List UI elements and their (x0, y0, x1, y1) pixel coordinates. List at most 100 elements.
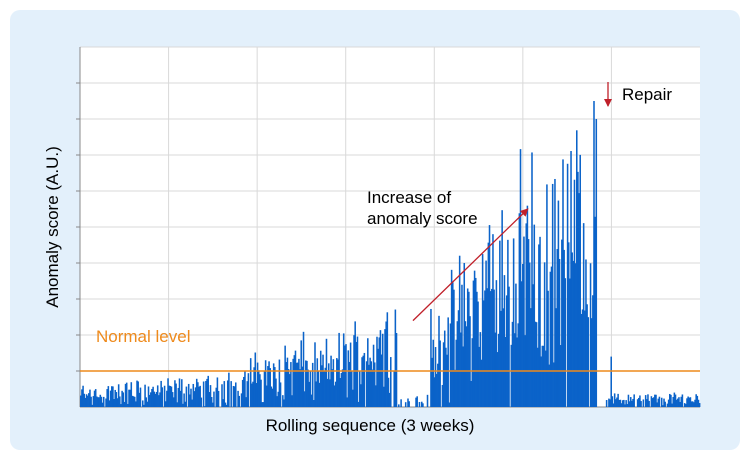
bar (629, 397, 632, 407)
bar (222, 399, 224, 407)
bar (442, 342, 445, 407)
bar (504, 336, 507, 407)
bar (674, 394, 677, 407)
bar (367, 338, 369, 407)
bar (297, 362, 299, 407)
bar (264, 360, 267, 407)
bar (457, 310, 460, 407)
bar (336, 358, 338, 407)
bar (553, 362, 555, 407)
bar (238, 395, 240, 407)
bar (435, 373, 438, 407)
bar (176, 402, 178, 407)
bar (625, 400, 627, 407)
bar (548, 364, 550, 407)
bar (207, 375, 209, 407)
bar (609, 399, 611, 407)
bar (454, 369, 456, 407)
annotations: Increase of anomaly score Repair (367, 82, 672, 322)
bar (93, 390, 96, 407)
bar (344, 345, 346, 407)
bar (481, 254, 484, 407)
bar (696, 395, 699, 407)
bar (485, 260, 487, 407)
bar (510, 344, 513, 407)
bar (249, 358, 252, 407)
bar (484, 290, 486, 407)
bar (536, 347, 539, 407)
bar (618, 399, 621, 407)
bar (693, 402, 695, 407)
bar (290, 362, 292, 407)
bar (491, 288, 493, 407)
bar (326, 378, 329, 407)
increase-annotation-line-2: anomaly score (367, 209, 478, 228)
bar (348, 361, 351, 407)
bar (105, 398, 107, 407)
bar (328, 363, 330, 407)
bar (333, 385, 336, 407)
bar (282, 395, 284, 407)
bar (672, 396, 674, 407)
bar (434, 347, 437, 407)
bar (153, 391, 156, 407)
bar (80, 395, 82, 407)
bar (654, 394, 656, 407)
bar (313, 399, 315, 407)
bar (615, 399, 617, 407)
bar (667, 399, 670, 407)
bar (346, 397, 348, 407)
bar (592, 295, 594, 407)
bar (98, 397, 100, 407)
bar (308, 381, 311, 407)
bar (272, 363, 275, 407)
bar (469, 316, 471, 407)
bar (192, 383, 195, 407)
bar (489, 291, 492, 407)
bar (101, 402, 104, 407)
bar (268, 361, 270, 407)
bar (267, 366, 269, 407)
bar (179, 390, 182, 407)
bar (574, 263, 577, 407)
bar (572, 260, 575, 407)
bar (542, 345, 545, 407)
bar (119, 396, 121, 407)
bar (613, 393, 616, 407)
bar (519, 149, 522, 407)
normal-level-label: Normal level (96, 327, 190, 346)
bar (286, 357, 289, 407)
bar (302, 331, 305, 407)
bar (488, 225, 491, 407)
bar (664, 401, 666, 407)
bar (478, 346, 480, 407)
bar (120, 404, 122, 407)
bar (294, 350, 297, 407)
bar (208, 392, 211, 407)
bar (158, 395, 160, 407)
bar (106, 389, 108, 407)
bar (486, 288, 488, 407)
bar (447, 317, 449, 407)
bar (595, 119, 598, 407)
bar (453, 289, 455, 407)
bar (487, 242, 490, 407)
bar (525, 223, 528, 407)
bar (395, 332, 398, 407)
bar (100, 396, 103, 407)
bar (185, 386, 188, 407)
bar (274, 367, 276, 407)
bar (131, 395, 134, 407)
bar (370, 361, 373, 407)
bar (522, 263, 524, 407)
bar (254, 352, 257, 407)
bar (620, 403, 623, 407)
bar (466, 288, 469, 407)
bar (292, 358, 294, 407)
bar (154, 393, 157, 407)
bar (474, 277, 477, 407)
bar (371, 369, 374, 407)
bar (422, 403, 424, 407)
bar (337, 359, 339, 407)
bar (660, 397, 663, 407)
